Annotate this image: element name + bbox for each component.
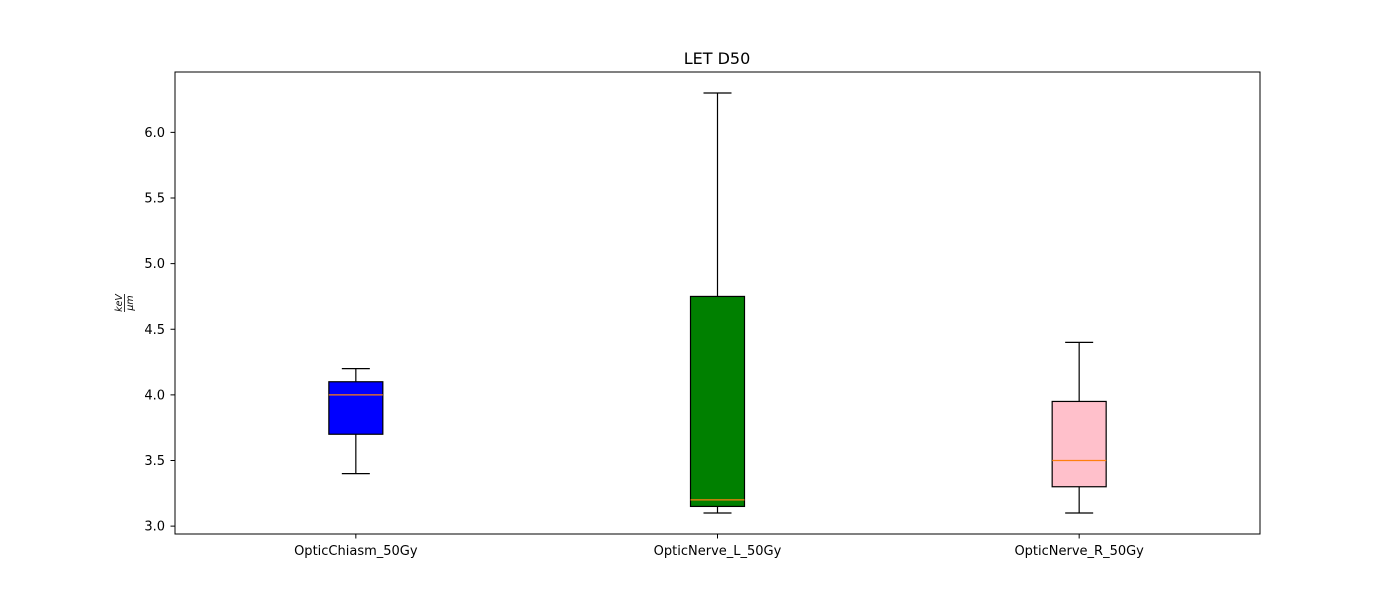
- x-tick-label: OpticNerve_L_50Gy: [654, 544, 782, 559]
- box-group: [328, 368, 384, 475]
- box-iqr: [328, 381, 384, 435]
- axes-ticks: 3.0 3.5 4.0 4.5 5.0 5.5 6.0 OpticChiasm_50Gy Opt…: [144, 126, 1144, 559]
- y-tick-label: 4.5: [144, 323, 165, 338]
- y-tick-label: 6.0: [144, 126, 165, 141]
- box-iqr: [689, 295, 746, 508]
- chart-title: LET D50: [684, 49, 751, 68]
- y-tick-label: 5.5: [144, 192, 165, 207]
- y-tick-label: 3.5: [144, 454, 165, 469]
- x-tick-label: OpticNerve_R_50Gy: [1014, 544, 1144, 559]
- plot-area: [328, 92, 1107, 514]
- y-axis-label: keV μm: [114, 293, 136, 312]
- y-axis-label-denominator: μm: [125, 295, 136, 311]
- y-tick-label: 3.0: [144, 520, 165, 535]
- y-tick-label: 4.0: [144, 388, 165, 403]
- box-group: [1051, 341, 1107, 514]
- y-axis-label-numerator: keV: [114, 293, 125, 312]
- box-iqr: [1051, 400, 1107, 488]
- box-group: [689, 92, 746, 514]
- x-tick-label: OpticChiasm_50Gy: [294, 544, 418, 559]
- y-tick-label: 5.0: [144, 257, 165, 272]
